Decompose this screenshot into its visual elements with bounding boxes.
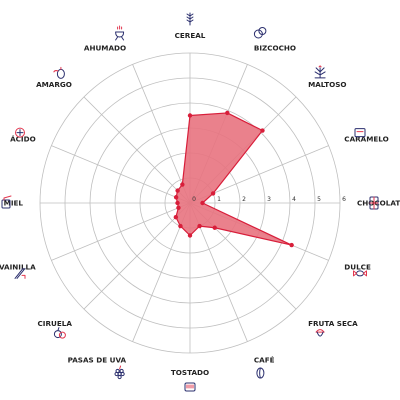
category-label-fruta-seca: FRUTA SECA <box>308 319 358 328</box>
tick-label: 1 <box>217 196 221 203</box>
data-point-pasas-de-uva <box>178 223 183 229</box>
nut-icon <box>315 329 325 337</box>
toaster-icon <box>184 382 196 392</box>
coffee-bean-icon <box>256 367 265 379</box>
category-label-miel: MIEL <box>4 199 24 208</box>
data-point-fruta-seca <box>212 225 217 230</box>
chocolate-icon <box>369 196 379 210</box>
radar-series <box>173 110 294 248</box>
category-label-tostado: TOSTADO <box>171 368 209 377</box>
hops-icon <box>53 66 65 79</box>
data-point-amargo <box>175 188 180 193</box>
category-label-maltoso: MALTOSO <box>308 80 346 89</box>
cookies-icon <box>253 27 267 39</box>
category-icons <box>1 12 379 392</box>
spoke-acido <box>51 145 191 204</box>
tick-label: 5 <box>317 196 321 203</box>
data-point-ciruela <box>173 214 179 220</box>
candy-icon <box>353 270 367 277</box>
spoke-ahumado <box>132 64 191 204</box>
category-label-ahumado: AHUMADO <box>84 44 126 53</box>
vanilla-icon <box>14 267 26 279</box>
data-point-vainilla <box>176 205 181 210</box>
category-label-bizcocho: BIZCOCHO <box>254 44 296 53</box>
category-label-caramelo: CARAMELO <box>344 135 388 144</box>
category-label-vainilla: VAINILLA <box>0 262 36 271</box>
radial-axis-ticks: 0 1 2 3 4 5 6 <box>192 196 346 203</box>
lemon-icon <box>15 127 25 138</box>
data-point-cafe <box>197 223 202 229</box>
malt-icon <box>314 65 326 79</box>
category-label-pasas-de-uva: PASAS DE UVA <box>68 355 127 364</box>
category-label-dulce: DULCE <box>344 262 371 271</box>
data-point-ahumado <box>180 182 185 187</box>
data-point-bizcocho <box>225 110 230 116</box>
data-point-caramelo <box>210 191 216 196</box>
grill-icon <box>115 25 125 41</box>
data-point-dulce <box>289 242 294 248</box>
spoke-ciruela <box>83 202 191 310</box>
data-point-chocolate <box>200 200 205 206</box>
grapes-icon <box>114 365 125 380</box>
data-point-miel <box>175 200 180 206</box>
data-point-maltoso <box>260 128 265 133</box>
tick-label: 3 <box>267 196 271 203</box>
plums-icon <box>53 327 66 339</box>
data-point-cereal <box>187 113 193 118</box>
data-point-tostado <box>187 233 193 238</box>
spoke-vainilla <box>51 202 191 261</box>
data-point-acido <box>173 195 179 200</box>
category-label-acido: ÁCIDO <box>10 135 36 144</box>
tick-label: 4 <box>292 196 296 203</box>
tick-label: 6 <box>342 196 346 203</box>
spoke-amargo <box>83 96 191 204</box>
wheat-icon <box>186 12 194 26</box>
tick-label: 2 <box>242 196 246 203</box>
category-label-cafe: CAFÉ <box>254 355 275 364</box>
tick-label: 0 <box>192 196 196 203</box>
honey-icon <box>1 195 12 209</box>
category-label-ciruela: CIRUELA <box>38 319 73 328</box>
category-label-cereal: CEREAL <box>175 31 206 40</box>
category-label-amargo: AMARGO <box>36 80 72 89</box>
caramel-icon <box>354 128 366 138</box>
